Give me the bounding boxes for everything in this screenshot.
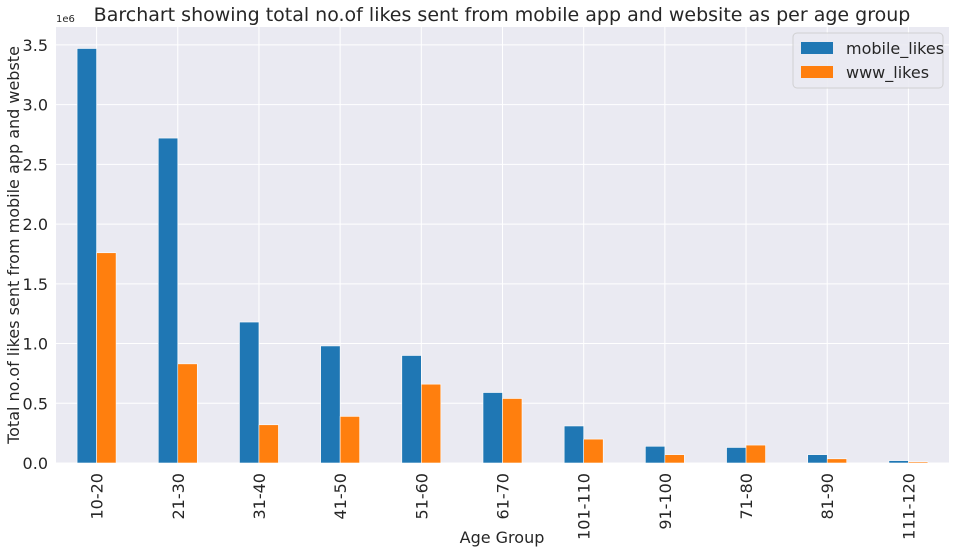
bar-www-likes-111-120: [908, 462, 928, 463]
x-tick-label: 41-50: [331, 473, 350, 520]
y-tick-label: 0.0: [23, 454, 48, 473]
x-tick-label: 81-90: [818, 473, 837, 520]
bar-www-likes-10-20: [97, 253, 117, 463]
y-axis-ticks: 0.0 0.5 1.0 1.5 2.0 2.5 3.0 3.5: [23, 36, 48, 473]
y-multiplier-label: 1e6: [56, 14, 75, 25]
bar-www-likes-61-70: [503, 398, 523, 463]
y-tick-label: 2.0: [23, 215, 48, 234]
bar-mobile-likes-21-30: [158, 138, 178, 463]
bar-www-likes-101-110: [584, 439, 604, 463]
x-tick-label: 10-20: [88, 473, 107, 520]
x-tick-label: 101-110: [575, 473, 594, 540]
bar-mobile-likes-111-120: [889, 461, 909, 463]
y-axis-label: Total no.of likes sent from mobile app a…: [4, 46, 23, 445]
bar-www-likes-51-60: [421, 384, 441, 463]
x-tick-label: 61-70: [494, 473, 513, 520]
bar-mobile-likes-71-80: [727, 447, 747, 463]
bar-www-likes-31-40: [259, 425, 279, 463]
y-tick-label: 3.5: [23, 36, 48, 55]
bar-mobile-likes-91-100: [645, 446, 665, 463]
bar-www-likes-91-100: [665, 455, 685, 463]
legend-label-www-likes: www_likes: [846, 63, 929, 83]
bar-www-likes-81-90: [827, 459, 847, 463]
x-tick-label: 91-100: [656, 473, 675, 530]
bar-mobile-likes-101-110: [564, 426, 584, 463]
x-tick-label: 71-80: [737, 473, 756, 520]
x-tick-label: 31-40: [250, 473, 269, 520]
chart-title: Barchart showing total no.of likes sent …: [94, 4, 911, 26]
y-tick-label: 0.5: [23, 394, 48, 413]
legend-label-mobile-likes: mobile_likes: [846, 39, 944, 59]
bar-mobile-likes-61-70: [483, 393, 503, 463]
bar-mobile-likes-81-90: [808, 455, 828, 463]
x-tick-label: 51-60: [412, 473, 431, 520]
x-tick-label: 111-120: [899, 473, 918, 540]
bar-mobile-likes-31-40: [239, 322, 258, 463]
bar-www-likes-71-80: [746, 445, 766, 463]
legend-swatch-www-likes: [801, 66, 833, 78]
x-axis-label: Age Group: [460, 528, 545, 547]
y-tick-label: 1.5: [23, 275, 48, 294]
y-tick-label: 2.5: [23, 155, 48, 174]
legend-swatch-mobile-likes: [801, 42, 833, 54]
x-tick-label: 21-30: [169, 473, 188, 520]
bar-mobile-likes-41-50: [321, 346, 341, 463]
bar-www-likes-41-50: [340, 416, 360, 463]
legend: mobile_likes www_likes: [793, 33, 944, 88]
y-tick-label: 1.0: [23, 335, 48, 354]
bar-mobile-likes-51-60: [402, 355, 422, 463]
y-tick-label: 3.0: [23, 96, 48, 115]
bar-www-likes-21-30: [178, 364, 198, 463]
bar-mobile-likes-10-20: [77, 49, 97, 463]
